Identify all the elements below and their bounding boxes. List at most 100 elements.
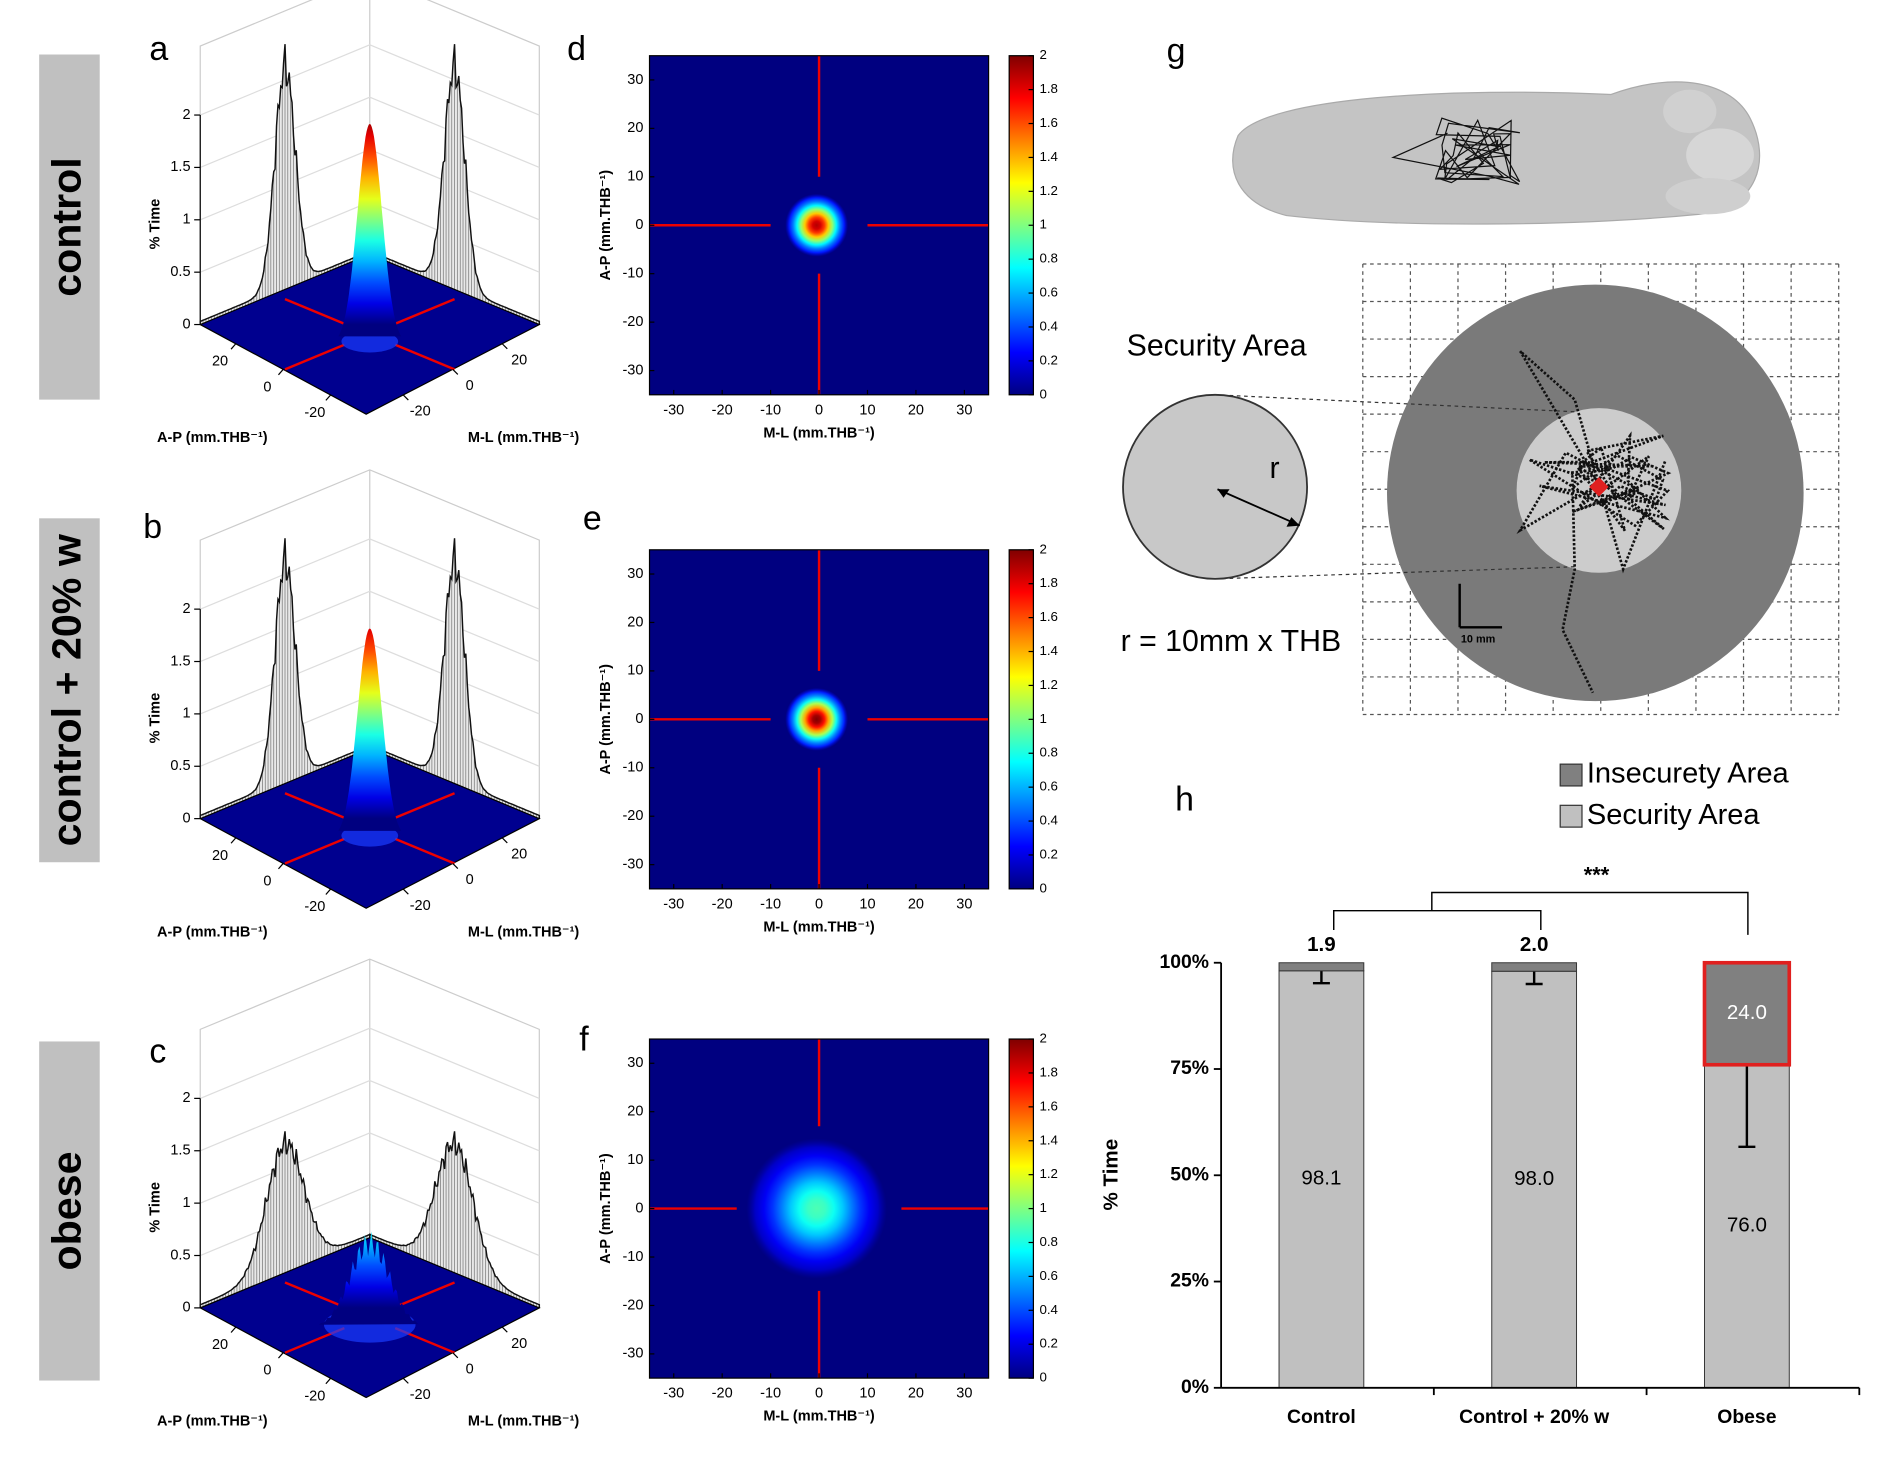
colorbar-tick-label: 2 — [1039, 1031, 1046, 1046]
y-tick-label: 10 — [627, 663, 643, 679]
histogram-outline — [369, 44, 541, 325]
floor-crosshair — [394, 792, 456, 819]
floor-tick-label: -20 — [410, 404, 431, 420]
toe — [1663, 89, 1717, 134]
radius-arrow — [1217, 488, 1301, 527]
z-tick-label: 2 — [182, 107, 190, 123]
floor-tick — [278, 368, 284, 376]
y-tick-label: -10 — [622, 760, 643, 776]
floor-tick-label: 20 — [212, 848, 228, 864]
x-axis-label: M-L (mm.THB⁻¹) — [763, 1409, 875, 1425]
error-bar — [1312, 970, 1330, 985]
row-label-box — [39, 518, 100, 863]
grid-line — [200, 1079, 540, 1152]
floor-tick-label: 20 — [212, 1337, 228, 1353]
x-tick-label: Obese — [1717, 1406, 1776, 1428]
colorbar-tick-label: 0.8 — [1039, 745, 1058, 760]
x-tick-label: -30 — [663, 1386, 684, 1402]
floor-tick-label: -20 — [304, 899, 325, 915]
histogram-outline — [199, 1131, 371, 1308]
histogram-outline — [369, 1131, 541, 1308]
colorbar-tick-label: 0 — [1039, 1370, 1046, 1385]
x-axis-label: A-P (mm.THB⁻¹) — [157, 430, 268, 446]
z-tick-label: 0.5 — [170, 264, 190, 280]
panel-letter: h — [1175, 781, 1194, 819]
x-tick-label: 0 — [815, 1386, 823, 1402]
floor-crosshair — [394, 297, 456, 325]
density-blob — [746, 1138, 887, 1279]
floor-crosshair — [394, 343, 456, 371]
histogram-outline — [369, 538, 541, 819]
x-tick-label: 20 — [908, 1386, 924, 1402]
colorbar — [1008, 549, 1035, 890]
floor-tick-label: -20 — [304, 1388, 325, 1404]
floor-tick — [325, 1377, 332, 1385]
floor-crosshair — [284, 343, 345, 371]
row-label-box — [39, 54, 100, 400]
colorbar-tick-label: 1.4 — [1039, 1132, 1058, 1147]
z-tick-label: 2 — [182, 601, 190, 617]
colorbar-tick-label: 0.2 — [1039, 352, 1058, 367]
y-tick-label: -30 — [622, 1346, 643, 1362]
floor-tick-label: 0 — [466, 872, 474, 888]
colorbar-tick-label: 1.8 — [1039, 1064, 1058, 1079]
x-tick-label: Control — [1287, 1406, 1356, 1428]
colorbar-tick-label: 0 — [1039, 386, 1046, 401]
x-tick-label: -10 — [760, 896, 781, 912]
floor-tick — [230, 1326, 237, 1333]
bar-segment — [1702, 960, 1792, 1067]
y-tick-label: 0 — [635, 1200, 643, 1216]
scale-bar-label: 10 mm — [1461, 633, 1495, 645]
panel-g-diagram: g Security Area r r = 10mm x THB 10 mm — [1121, 32, 1840, 716]
floor-tick-label: 0 — [466, 378, 474, 394]
x-tick-label: -20 — [712, 896, 733, 912]
colorbar-tick-label: 0.2 — [1039, 1336, 1058, 1351]
floor-crosshair — [284, 837, 345, 865]
floor-tick — [325, 394, 332, 401]
colorbar-tick-label: 0.4 — [1039, 318, 1058, 333]
bar-segment — [1491, 962, 1578, 972]
floor-tick — [452, 1352, 459, 1359]
z-tick-label: 0.5 — [170, 1247, 190, 1263]
colorbar-tick-label: 1.4 — [1039, 643, 1058, 658]
floor-crosshair — [284, 1281, 345, 1309]
panel-letter: d — [567, 30, 586, 68]
y-tick-label: -20 — [622, 314, 643, 330]
grid-line — [200, 590, 540, 663]
x-axis-label: A-P (mm.THB⁻¹) — [157, 1414, 268, 1430]
significance-bracket — [1333, 891, 1749, 935]
floor-tick-label: 0 — [263, 1363, 271, 1379]
y-tick-label: -10 — [622, 266, 643, 282]
x-tick-label: 10 — [859, 1386, 875, 1402]
floor-tick-label: -20 — [410, 898, 431, 914]
x-tick-label: -20 — [712, 402, 733, 418]
grid-line — [200, 538, 540, 610]
error-bar — [1738, 1064, 1756, 1149]
error-bar — [1525, 971, 1543, 986]
colorbar-tick-label: 1 — [1039, 217, 1046, 232]
x-tick-label: -10 — [760, 402, 781, 418]
row-label-box — [39, 1041, 100, 1381]
floor-tick-label: 20 — [212, 354, 228, 370]
colorbar-tick-label: 1 — [1039, 711, 1046, 726]
floor-crosshair — [394, 837, 456, 865]
y-axis-label: M-L (mm.THB⁻¹) — [468, 924, 580, 940]
bar-segment — [1278, 970, 1365, 1389]
panel-letter: b — [143, 508, 162, 546]
toe — [1665, 178, 1751, 215]
value-label: 98.0 — [1514, 1167, 1554, 1190]
z-tick-label: 0.5 — [170, 758, 190, 774]
y-tick-label: -20 — [622, 808, 643, 824]
y-tick-label: 0 — [635, 711, 643, 727]
z-tick-label: 0 — [182, 1300, 190, 1316]
surface-panel: 0 0.5 1 1.5 2 20 0 -20 -20 0 20 A-P (mm.THB⁻¹) M-L (… — [143, 469, 580, 940]
x-axis-label: M-L (mm.THB⁻¹) — [763, 919, 875, 935]
colorbar-tick-label: 0.4 — [1039, 813, 1058, 828]
x-tick-label: 30 — [956, 1386, 972, 1402]
colorbar-tick-label: 1.8 — [1039, 575, 1058, 590]
y-tick-label: -20 — [622, 1297, 643, 1313]
y-tick-label: 30 — [627, 72, 643, 88]
